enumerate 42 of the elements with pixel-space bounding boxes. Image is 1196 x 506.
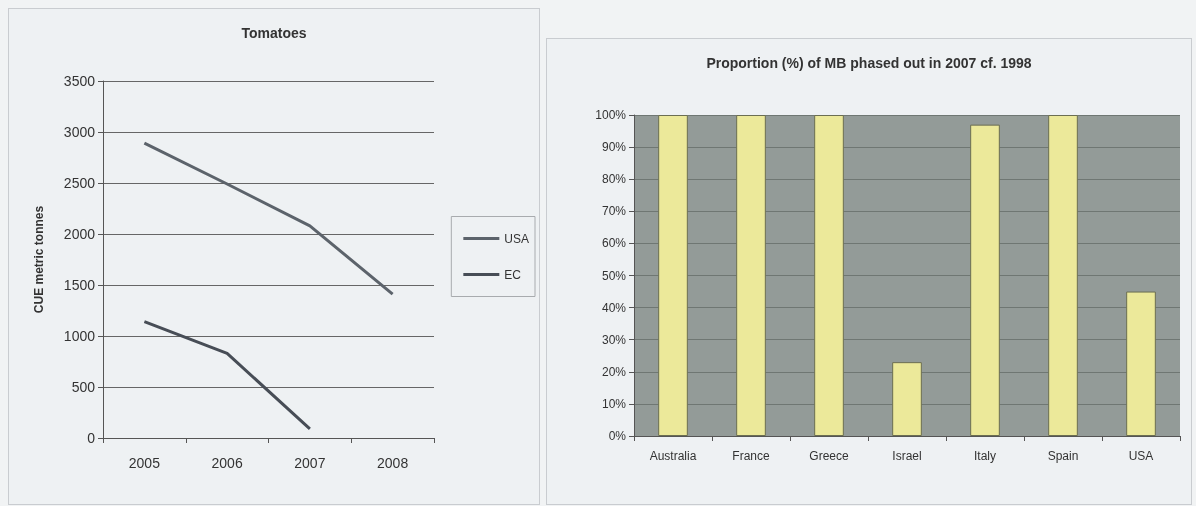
x-tick-label: Italy (973, 449, 997, 463)
chart-title: Proportion (%) of MB phased out in 2007 cf. 1998 (706, 55, 1032, 71)
bar (736, 115, 766, 436)
x-tick-label: USA (1128, 449, 1154, 463)
y-tick-label: 100% (595, 108, 627, 122)
y-tick-label: 80% (601, 172, 627, 187)
y-tick-label: 1500 (63, 277, 96, 293)
bar (892, 362, 922, 436)
x-tick-label: 2006 (211, 455, 243, 471)
y-tick-label: 30% (601, 332, 627, 347)
y-tick-label: 0% (608, 429, 627, 443)
x-tick-label: Israel (892, 449, 922, 463)
y-tick-label: 60% (601, 236, 627, 251)
bar (1048, 115, 1078, 436)
y-tick-label: 50% (601, 268, 627, 283)
y-tick-label: 20% (601, 364, 627, 379)
y-tick-label: 2000 (63, 226, 96, 242)
legend-label: EC (504, 267, 522, 282)
y-tick-label: 70% (601, 204, 627, 219)
y-tick-label: 40% (601, 300, 627, 315)
y-tick-label: 0 (87, 430, 96, 446)
y-tick-label: 500 (71, 379, 96, 395)
y-axis-title: CUE metric tonnes (32, 205, 46, 314)
chart-title: Tomatoes (241, 25, 307, 41)
bar (1126, 291, 1156, 436)
y-tick-label: 3500 (63, 73, 96, 89)
y-tick-label: 10% (601, 396, 627, 411)
x-tick-label: 2007 (294, 455, 326, 471)
x-tick-label: 2005 (128, 455, 161, 471)
bar (658, 115, 688, 436)
x-tick-label: 2008 (377, 455, 409, 471)
y-tick-label: 1000 (63, 328, 96, 344)
y-tick-label: 2500 (63, 175, 96, 191)
bar (814, 115, 844, 436)
y-tick-label: 3000 (63, 124, 96, 140)
bar (970, 124, 1000, 436)
x-tick-label: Australia (649, 449, 697, 463)
x-tick-label: France (732, 449, 770, 463)
x-tick-label: Greece (809, 449, 849, 463)
legend-label: USA (504, 231, 530, 246)
y-tick-label: 90% (601, 140, 627, 155)
x-tick-label: Spain (1047, 449, 1079, 463)
